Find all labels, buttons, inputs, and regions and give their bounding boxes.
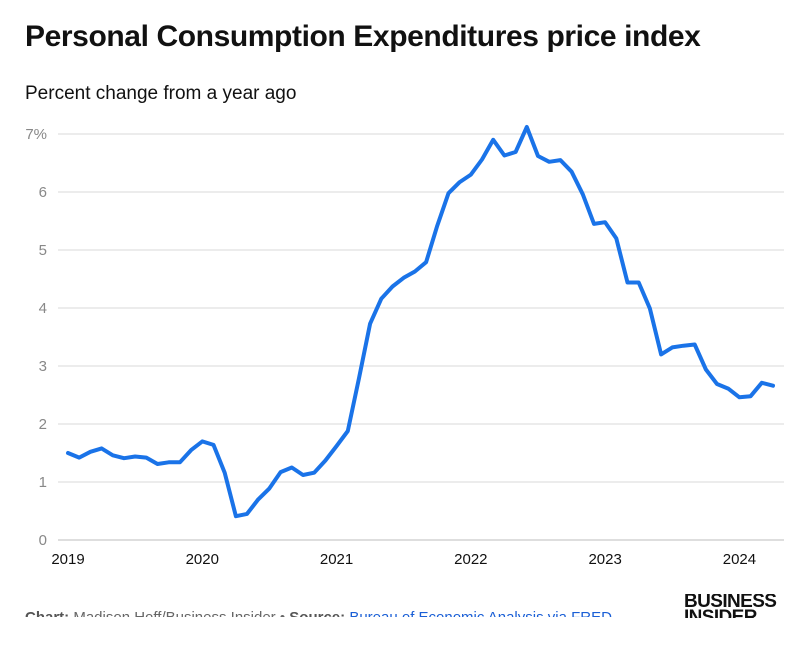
y-tick-label: 5	[39, 242, 47, 259]
y-tick-label: 0	[39, 532, 47, 549]
x-tick-label: 2021	[320, 551, 353, 568]
y-tick-label: 7%	[25, 126, 47, 143]
credit-separator: •	[280, 609, 285, 617]
business-insider-logo: BUSINESS INSIDER	[684, 594, 794, 618]
chart-credits: Chart: Madison Hoff/Business Insider • S…	[25, 603, 665, 617]
chart-credit-label: Chart:	[25, 609, 69, 617]
y-tick-label: 1	[39, 474, 47, 491]
gridlines	[58, 133, 784, 541]
chart-subtitle: Percent change from a year ago	[25, 83, 297, 104]
line-chart: 0 1 2 3 4 5 6 7% 2019 2020 2021 2022 2023 2024	[25, 125, 784, 568]
x-tick-label: 2024	[723, 551, 756, 568]
series-group	[66, 125, 775, 519]
y-tick-label: 2	[39, 416, 47, 433]
source-link[interactable]: Bureau of Economic Analysis via FRED	[349, 609, 612, 617]
y-tick-label: 4	[39, 300, 47, 317]
x-tick-label: 2023	[588, 551, 621, 568]
x-tick-label: 2019	[51, 551, 84, 568]
chart-author: Madison Hoff/Business Insider	[73, 609, 275, 617]
x-tick-label: 2022	[454, 551, 487, 568]
source-label: Source:	[289, 609, 345, 617]
y-tick-label: 6	[39, 184, 47, 201]
logo-line-1: BUSINESS	[684, 594, 777, 612]
x-axis-labels: 2019 2020 2021 2022 2023 2024	[51, 551, 756, 568]
series-line-0	[66, 125, 775, 519]
logo-line-2: INSIDER	[684, 607, 757, 618]
x-tick-label: 2020	[186, 551, 219, 568]
y-axis-labels: 0 1 2 3 4 5 6 7%	[25, 126, 47, 549]
chart-title: Personal Consumption Expenditures price …	[25, 20, 701, 53]
y-tick-label: 3	[39, 358, 47, 375]
